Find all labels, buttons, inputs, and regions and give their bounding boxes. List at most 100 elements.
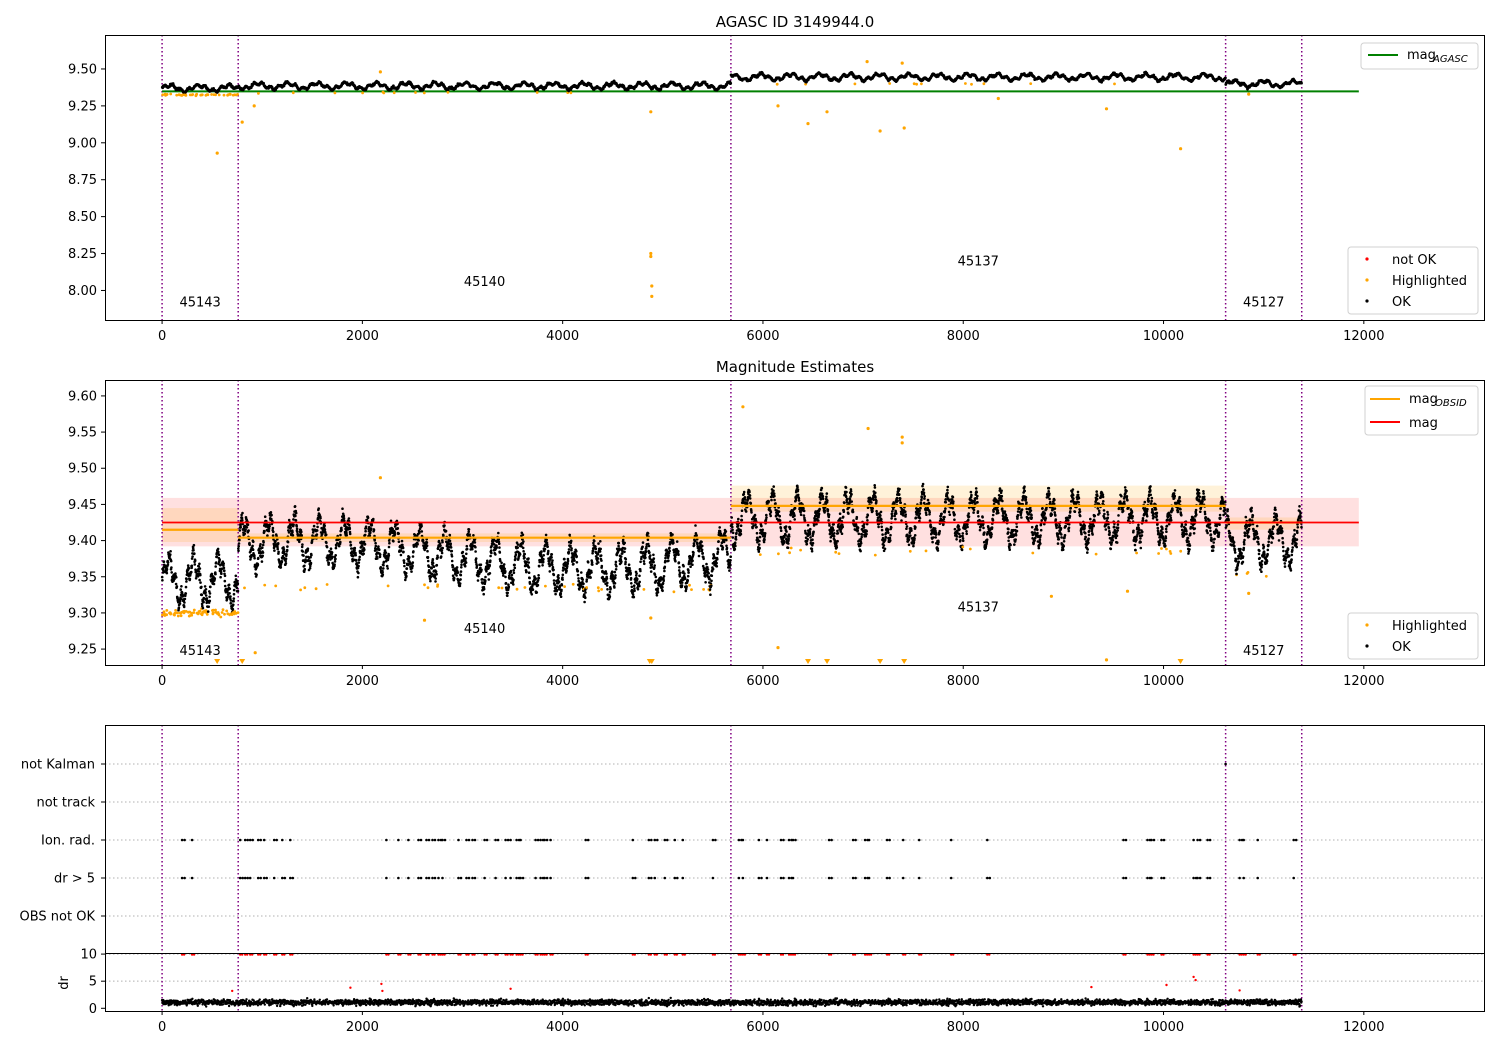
ok-point [659, 87, 663, 91]
ok-point [401, 546, 405, 550]
ok-point [474, 557, 478, 560]
ok-point [325, 545, 329, 549]
ok-point [542, 557, 545, 561]
x-tick-label: 8000 [947, 329, 980, 344]
ok-point [174, 572, 177, 575]
highlighted-point [497, 586, 501, 590]
ok-point [191, 555, 194, 558]
ok-point [411, 564, 414, 568]
ok-point [396, 527, 400, 530]
ok-point [276, 547, 280, 551]
ok-point [543, 547, 547, 551]
ok-point [292, 523, 295, 527]
highlighted-point [515, 587, 519, 591]
ok-point [296, 530, 299, 533]
ok-point [537, 564, 541, 568]
ok-point [497, 531, 500, 535]
highlighted-point [223, 612, 226, 616]
ok-point [251, 544, 254, 548]
ok-point [229, 602, 233, 605]
ok-point [261, 551, 265, 554]
highlighted-point [535, 91, 539, 94]
ok-point [552, 568, 555, 572]
ok-point [474, 550, 477, 553]
ok-point [437, 539, 441, 543]
ok-point [223, 569, 226, 572]
ok-point [402, 561, 406, 564]
ok-point [557, 574, 560, 577]
ok-point [431, 558, 435, 561]
mag-obsid-band [162, 508, 239, 543]
highlighted-point [165, 609, 169, 612]
ok-point [282, 550, 286, 554]
ok-point [217, 553, 221, 556]
ok-point [510, 573, 514, 577]
highlighted-point [920, 82, 923, 86]
ok-point [268, 524, 271, 528]
ok-point [502, 563, 506, 566]
ok-point [509, 569, 513, 573]
ok-point [237, 547, 240, 550]
ok-point [577, 577, 580, 580]
ok-point [458, 584, 462, 588]
ok-point [294, 514, 297, 518]
ok-point [214, 561, 218, 564]
ok-point [432, 565, 436, 568]
ok-point [513, 566, 517, 570]
ok-point [451, 564, 455, 568]
ok-point [334, 546, 338, 550]
ok-point [498, 551, 502, 554]
agasc-legend-mag-agasc-label: mag [1407, 48, 1436, 63]
ok-point [238, 538, 241, 542]
ok-point [488, 563, 492, 567]
ok-point [301, 550, 305, 553]
highlighted-point [219, 615, 223, 619]
ok-point [498, 546, 501, 549]
ok-point [523, 556, 526, 559]
ok-point [282, 84, 286, 88]
ok-point [241, 519, 244, 522]
ok-point [179, 588, 182, 591]
ok-point [386, 567, 390, 570]
ok-point [327, 561, 331, 565]
highlighted-point [240, 120, 244, 124]
highlighted-point [210, 93, 214, 96]
ok-point [269, 511, 273, 514]
ok-point [184, 594, 187, 597]
ok-point [557, 576, 560, 580]
ok-point [364, 525, 368, 528]
ok-point [166, 561, 170, 564]
ok-point [308, 566, 312, 570]
ok-point [222, 562, 225, 565]
ok-point [285, 548, 289, 552]
highlighted-point [169, 612, 173, 615]
highlighted-point [996, 96, 1000, 101]
ok-point [214, 572, 217, 576]
ok-point [161, 579, 164, 582]
ok-point [237, 542, 241, 545]
ok-point [459, 570, 463, 573]
ok-point [259, 543, 262, 546]
ok-point [411, 555, 415, 558]
ok-point [282, 548, 286, 551]
ok-point [421, 539, 425, 542]
ok-point [246, 523, 250, 527]
ok-point [512, 583, 515, 586]
ok-point [366, 516, 370, 520]
ok-point [382, 567, 385, 570]
highlighted-point [257, 92, 260, 95]
ok-point [228, 587, 232, 591]
ok-point [530, 593, 534, 596]
highlighted-point [252, 104, 256, 108]
x-tick-label: 4000 [546, 329, 579, 344]
ok-point [369, 531, 372, 534]
ok-point [484, 579, 487, 582]
ok-point [368, 534, 372, 537]
highlighted-point [217, 93, 221, 97]
ok-point [354, 553, 358, 557]
ok-point [405, 567, 409, 570]
highlighted-point [878, 129, 882, 133]
highlighted-point [198, 609, 202, 613]
ok-point [552, 579, 556, 582]
